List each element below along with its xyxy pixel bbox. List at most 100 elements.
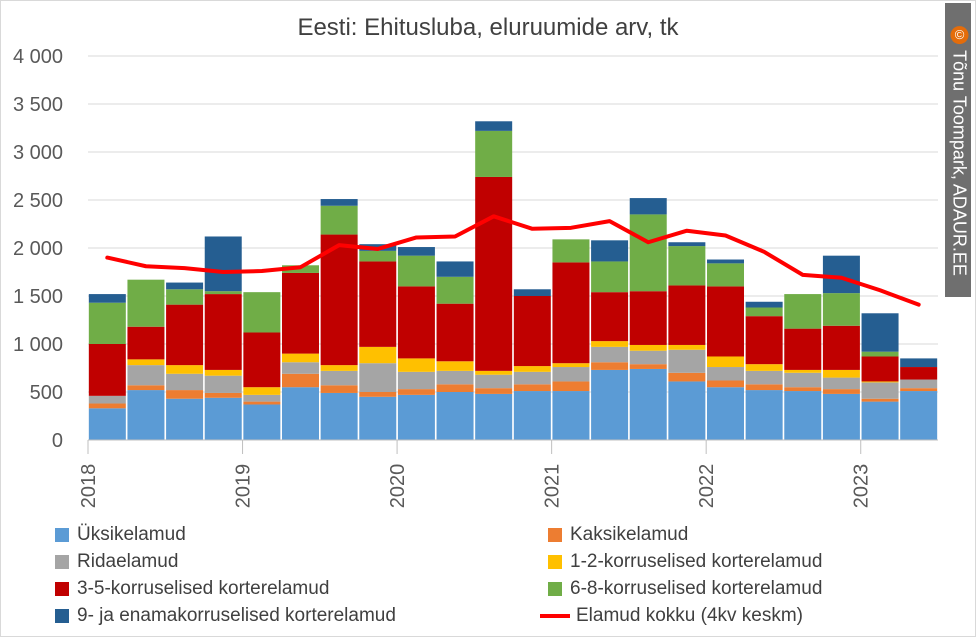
bar-segment [668, 372, 706, 382]
x-tick-label: 2021 [542, 464, 564, 509]
bar-segment [166, 282, 204, 290]
bar-segment [436, 303, 474, 362]
legend-item: 1-2-korruselised korterelamud [548, 551, 822, 573]
bar-segment [822, 255, 860, 294]
bar-segment [359, 250, 397, 262]
bar-segment [397, 394, 435, 440]
bar-segment [900, 379, 938, 389]
bar-segment [552, 262, 590, 364]
bar-segment [668, 285, 706, 345]
bar-segment [668, 344, 706, 350]
bar-segment [475, 374, 513, 389]
bar-segment [436, 384, 474, 392]
bar-segment [552, 381, 590, 392]
bar-segment [668, 242, 706, 247]
bar-segment [707, 286, 744, 357]
bar-segment [513, 296, 551, 367]
x-tick-label: 2018 [78, 464, 100, 509]
bar-segment [204, 294, 242, 370]
bar-segment [822, 393, 860, 440]
bar-segment [591, 261, 629, 293]
bar-segment [282, 272, 319, 354]
y-tick-label: 3 000 [13, 142, 63, 164]
bar-segment [359, 261, 397, 347]
legend-item: Kaksikelamud [548, 524, 688, 546]
bar-segment [88, 408, 126, 440]
bar-segment [320, 392, 358, 440]
bar-segment [822, 377, 860, 390]
bar-segment [707, 263, 744, 287]
bar-segment [591, 369, 629, 440]
bar-segment [475, 370, 513, 375]
bar-segment [243, 332, 281, 388]
bar-segment [784, 372, 822, 388]
bar-segment [822, 293, 860, 326]
bar-segment [513, 371, 551, 385]
bar-segment [552, 391, 590, 440]
bar-segment [668, 349, 706, 373]
bar-segment [243, 387, 281, 395]
bar-segment [166, 289, 204, 305]
bar-segment [127, 385, 165, 391]
bar-segment [282, 362, 319, 374]
bar-segment [784, 391, 822, 440]
bar-segment [861, 381, 899, 383]
legend-swatch [55, 582, 69, 596]
bar-segment [745, 301, 783, 308]
bar-segment [668, 246, 706, 286]
bar-segment [204, 236, 242, 292]
bar-segment [243, 292, 281, 333]
watermark-text: Tõnu Toompark, ADAUR.EE [949, 50, 970, 276]
bar-segment [745, 316, 783, 365]
y-tick-label: 2 500 [13, 190, 63, 212]
bar-segment [397, 255, 435, 287]
bar-segment [861, 401, 899, 440]
bar-segment [359, 396, 397, 440]
bar-segment [591, 341, 629, 347]
bar-segment [320, 234, 358, 366]
legend-label: 9- ja enamakorruselised korterelamud [77, 605, 396, 626]
bar-segment [436, 361, 474, 371]
legend-item: Ridaelamud [55, 551, 178, 573]
x-tick-label: 2022 [696, 464, 718, 509]
bar-segment [629, 214, 667, 292]
bar-segment [745, 370, 783, 385]
bar-segment [552, 239, 590, 263]
bar-segment [861, 351, 899, 357]
bar-segment [552, 363, 590, 368]
bar-segment [166, 365, 204, 374]
bar-segment [784, 387, 822, 392]
y-axis-tick-labels: 0 500 1 000 1 500 2 000 2 500 3 000 3 500 4 000 [13, 46, 63, 452]
bar-segment [900, 391, 938, 440]
bar-segment [166, 304, 204, 366]
y-tick-label: 3 500 [13, 94, 63, 116]
y-tick-label: 0 [52, 430, 63, 452]
bar-segment [745, 384, 783, 391]
bar-segment [861, 356, 899, 382]
legend-swatch [548, 528, 562, 542]
bar-segment [397, 286, 435, 359]
bar-segment [204, 369, 242, 376]
legend-item: Üksikelamud [55, 524, 186, 546]
bar-segment [900, 388, 938, 392]
bar-segment [707, 259, 744, 264]
bar-segment [397, 247, 435, 256]
bar-segment [861, 313, 899, 352]
bar-segment [282, 373, 319, 388]
legend-swatch [55, 555, 69, 569]
bar-segment [88, 302, 126, 344]
bar-segment [166, 373, 204, 391]
x-axis: 2018 2019 2020 2021 2022 2023 [78, 439, 938, 509]
bar-segment [320, 385, 358, 393]
legend-item: 9- ja enamakorruselised korterelamud [55, 605, 396, 627]
y-tick-label: 4 000 [13, 46, 63, 68]
bar-segment [359, 346, 397, 364]
bar-segment [861, 382, 899, 399]
y-tick-label: 500 [30, 382, 63, 404]
bar-segment [513, 391, 551, 440]
legend-swatch [548, 555, 562, 569]
bar-segment [397, 389, 435, 395]
bar-segment [436, 261, 474, 277]
bar-segment [591, 346, 629, 363]
bars [88, 121, 938, 440]
